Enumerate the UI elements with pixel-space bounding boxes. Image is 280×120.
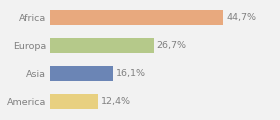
Bar — [50, 38, 153, 53]
Bar — [50, 10, 223, 25]
Text: 44,7%: 44,7% — [226, 13, 256, 22]
Text: 26,7%: 26,7% — [157, 41, 186, 50]
Text: 16,1%: 16,1% — [116, 69, 146, 78]
Text: 12,4%: 12,4% — [101, 97, 131, 106]
Bar — [50, 94, 98, 109]
Bar — [50, 66, 113, 81]
